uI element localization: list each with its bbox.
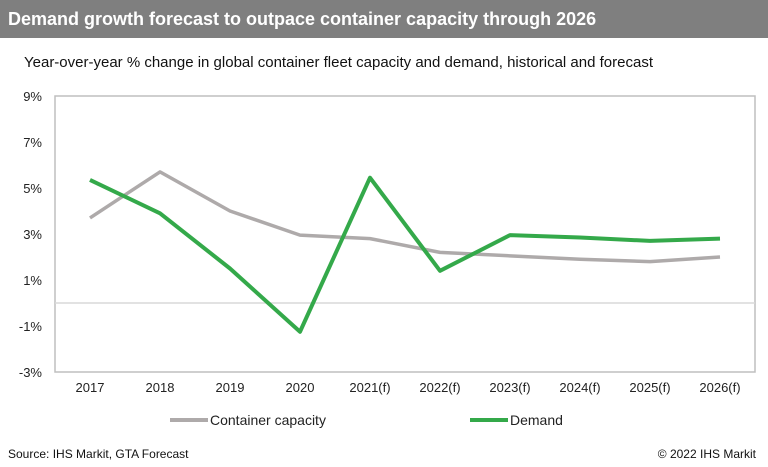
x-tick-label: 2025(f): [629, 380, 670, 395]
x-tick-label: 2022(f): [419, 380, 460, 395]
x-tick-label: 2017: [76, 380, 105, 395]
x-tick-label: 2024(f): [559, 380, 600, 395]
x-tick-label: 2018: [146, 380, 175, 395]
x-tick-label: 2020: [286, 380, 315, 395]
plot-area: [54, 95, 756, 373]
copyright: © 2022 IHS Markit: [657, 447, 756, 461]
y-tick-label: 9%: [23, 89, 42, 104]
y-tick-label: -3%: [19, 365, 43, 380]
x-tick-label: 2026(f): [699, 380, 740, 395]
chart-subtitle: Year-over-year % change in global contai…: [24, 54, 653, 71]
legend-label-container-capacity: Container capacity: [210, 412, 326, 428]
x-tick-label: 2021(f): [349, 380, 390, 395]
series-line-container-capacity: [89, 170, 721, 264]
y-tick-label: 1%: [23, 273, 42, 288]
source-note: Source: IHS Markit, GTA Forecast: [8, 447, 189, 461]
y-tick-label: 3%: [23, 227, 42, 242]
chart-title: Demand growth forecast to outpace contai…: [0, 0, 768, 38]
series-line-demand: [89, 175, 721, 334]
legend-label-demand: Demand: [510, 412, 563, 428]
y-tick-label: 5%: [23, 181, 42, 196]
y-tick-label: 7%: [23, 135, 42, 150]
y-tick-label: -1%: [19, 319, 43, 334]
x-tick-label: 2023(f): [489, 380, 530, 395]
line-chart: 9% 7% 5% 3% 1% -1% -3% 2017 2018 2019 2020 2021(f) 2…: [19, 89, 756, 428]
x-tick-label: 2019: [216, 380, 245, 395]
